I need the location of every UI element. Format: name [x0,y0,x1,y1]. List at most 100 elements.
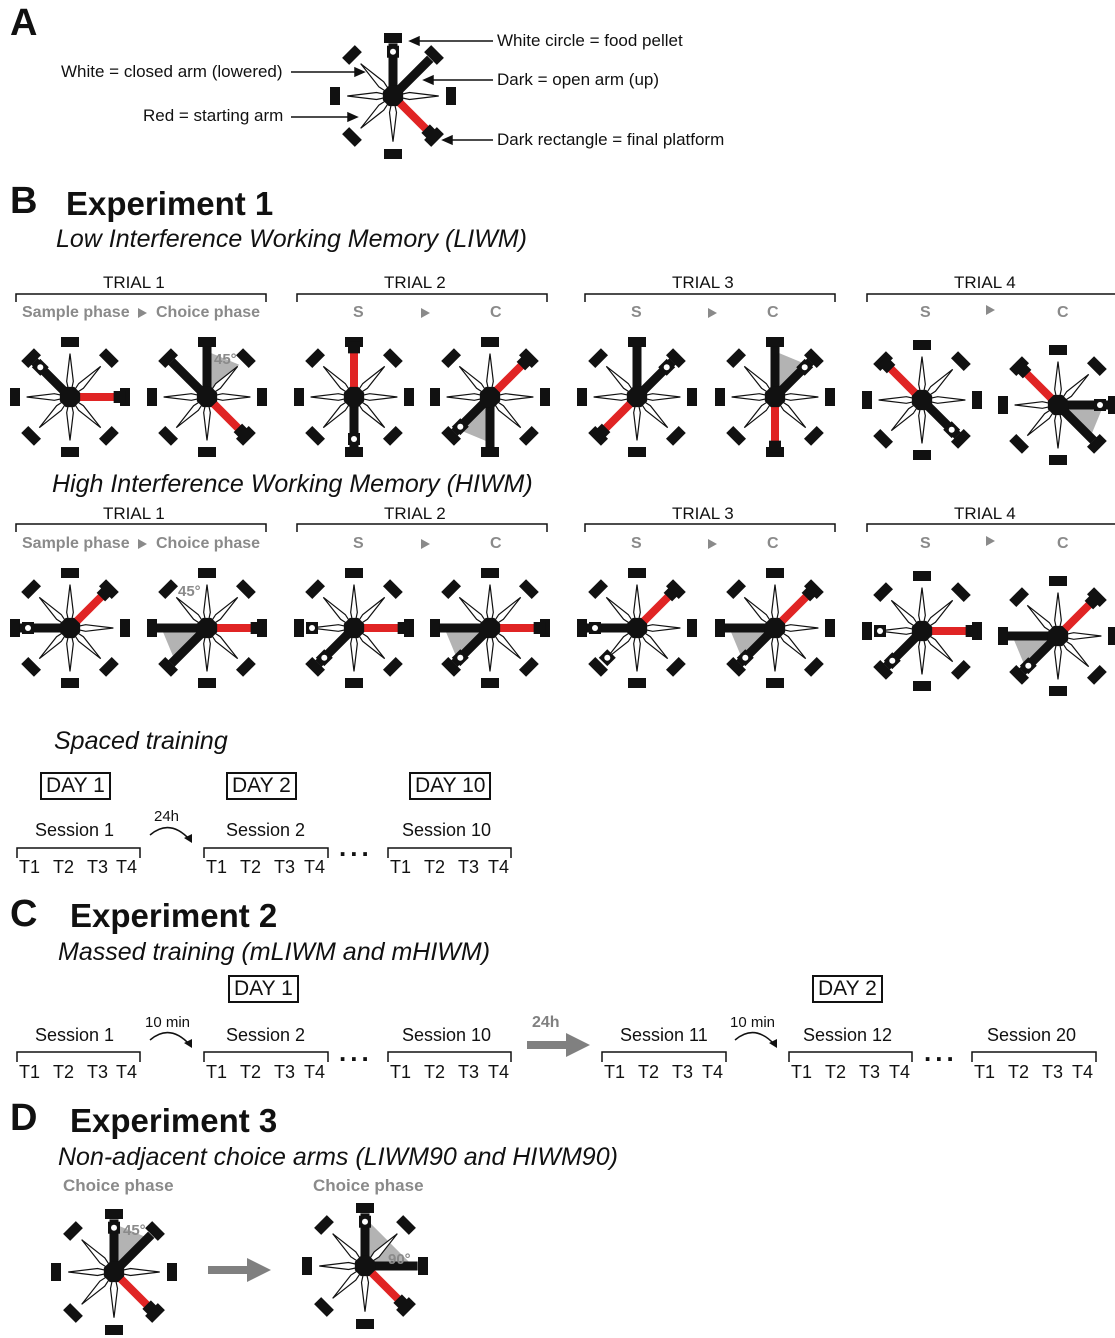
liwm-trial1-label: TRIAL 1 [103,273,165,292]
final-platform [63,1221,83,1241]
food-pellet [742,654,749,661]
massed-s20-t4: T4 [1072,1062,1094,1082]
massed-s11-t3: T3 [672,1062,694,1082]
leader-open-arrowhead [422,74,434,86]
closed-arm [774,624,819,632]
final-platform [404,388,414,406]
maze-liwm-trial1-sample [10,337,130,457]
final-platform [158,425,179,446]
liwm-trial4-label: TRIAL 4 [954,273,1016,292]
final-platform [430,388,440,406]
massed-session11: Session 11 [620,1025,708,1045]
final-platform [105,1325,123,1335]
phase-arrow [708,308,717,318]
maze-liwm-trial2-choice [430,337,550,457]
central-platform [343,617,365,639]
liwm-trial2-label: TRIAL 2 [384,273,446,292]
closed-arm [636,393,681,401]
final-platform [382,425,403,446]
final-platform [1086,356,1107,377]
final-platform [120,619,130,637]
closed-arm [113,1267,160,1277]
curved-arrow-10min-2-head [769,1039,777,1048]
massed-s1-t2: T2 [53,1062,75,1082]
final-platform [687,619,697,637]
final-platform [21,425,42,446]
final-platform [628,447,646,457]
massed-s11-t2: T2 [638,1062,660,1082]
spaced-bracket-10 [387,847,512,858]
spaced-s1-t3: T3 [87,857,109,877]
massed-s20-t2: T2 [1008,1062,1030,1082]
massed-day1: DAY 1 [228,975,299,1003]
food-pellet [37,364,44,371]
final-platform [481,447,499,457]
start-arm-end [965,625,978,637]
food-pellet [889,657,896,664]
closed-arm [69,624,114,632]
final-platform [305,579,326,600]
closed-arm [175,396,208,429]
final-platform [158,579,179,600]
panel-d-letter: D [10,1097,38,1139]
final-platform [825,619,835,637]
liwm-t3-c: C [767,304,779,321]
final-platform [873,582,894,603]
hiwm-trial-brackets [15,523,1115,532]
final-platform [1009,587,1030,608]
d-choice-phase-2: Choice phase [313,1176,424,1195]
final-platform [61,337,79,347]
curved-arrow-10min-1 [149,1031,191,1046]
hiwm-bracket-trial1 [15,523,267,532]
final-platform [441,656,462,677]
final-platform [198,447,216,457]
spaced-ellipsis: ... [339,832,373,862]
closed-arm [81,1239,115,1273]
massed-day2: DAY 2 [812,975,883,1003]
closed-arm [636,627,669,660]
closed-arm [206,627,239,660]
final-platform [588,348,609,369]
final-platform [726,425,747,446]
final-platform [21,656,42,677]
spaced-day2: DAY 2 [226,772,297,800]
massed-s12-t1: T1 [791,1062,813,1082]
closed-arm [489,627,522,660]
phase-arrows [138,305,995,549]
food-pellet [351,435,357,442]
closed-arm [489,396,522,429]
closed-arm [743,396,776,429]
final-platform [913,571,931,581]
closed-arm [69,396,102,429]
start-arm-end [1014,361,1032,379]
central-platform [764,386,786,408]
final-platform [396,1215,416,1235]
closed-arm [489,596,522,629]
final-platform [384,33,402,43]
final-platform [1108,627,1115,645]
liwm-bracket-trial3 [584,293,836,302]
experiment1-title: Experiment 1 [66,185,274,222]
legend-open-label: Dark = open arm (up) [497,70,660,89]
food-pellet [1096,402,1103,408]
final-platform [345,568,363,578]
final-platform [147,619,157,637]
closed-arm [771,584,779,629]
central-platform [59,617,81,639]
final-platform [803,656,824,677]
closed-arm [353,396,386,429]
closed-arm [206,596,239,629]
food-pellet [309,625,316,631]
closed-arm [774,393,819,401]
central-platform [382,85,404,107]
hiwm-angle-45: 45° [178,583,201,600]
experiment3-title: Experiment 3 [70,1102,278,1139]
final-platform [873,428,894,449]
massed-title: Massed training (mLIWM and mHIWM) [58,938,491,966]
final-platform [10,619,20,637]
final-platform [235,579,256,600]
spaced-bracket-1 [16,847,141,858]
hiwm-choice-phase: Choice phase [156,535,261,552]
maze-liwm-trial4-choice [998,345,1115,465]
spaced-s1-t2: T2 [53,857,75,877]
